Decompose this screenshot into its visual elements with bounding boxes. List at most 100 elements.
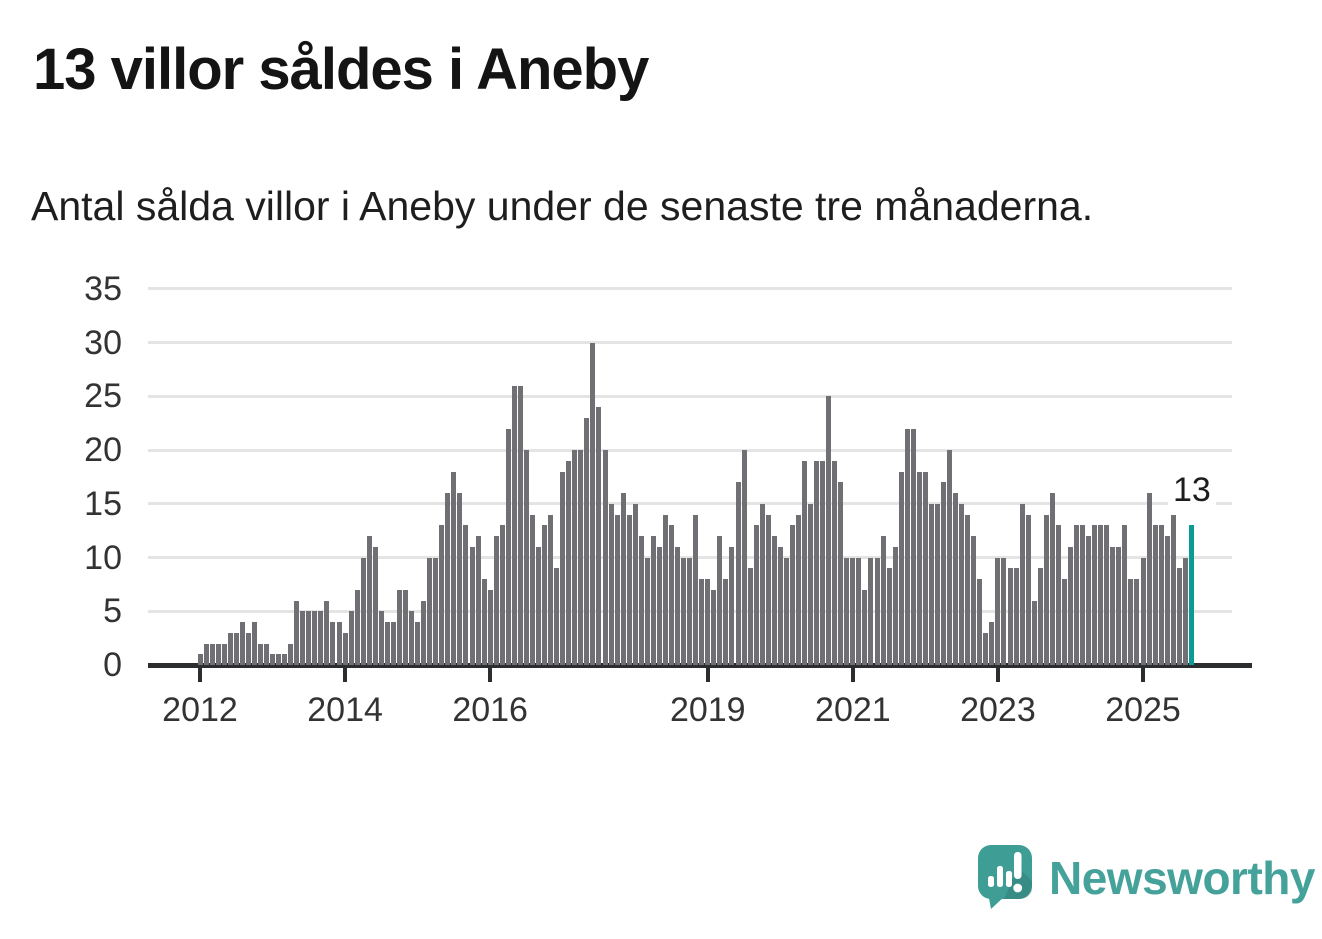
bar xyxy=(771,536,777,665)
bar xyxy=(203,643,209,665)
bar xyxy=(802,460,807,665)
bar xyxy=(971,536,977,665)
x-axis-tick-label: 2012 xyxy=(162,691,238,729)
gridline-y-30 xyxy=(148,341,1232,345)
bar xyxy=(529,514,535,665)
bar xyxy=(542,525,548,665)
y-axis-tick-label: 30 xyxy=(84,323,122,362)
bar xyxy=(711,589,717,665)
bar xyxy=(1074,525,1080,665)
bar xyxy=(1134,579,1140,665)
bar xyxy=(505,428,511,665)
bar xyxy=(1152,525,1158,665)
bar xyxy=(1104,525,1110,665)
bar xyxy=(965,514,971,665)
bar xyxy=(868,557,874,665)
x-axis-tick-label: 2019 xyxy=(669,691,746,729)
bar xyxy=(681,557,687,665)
bar xyxy=(765,514,771,665)
bar xyxy=(1146,493,1152,665)
bar xyxy=(675,546,681,665)
bar xyxy=(433,557,439,665)
bar xyxy=(632,503,638,665)
bar xyxy=(928,503,934,665)
bar xyxy=(747,568,753,665)
bar xyxy=(922,471,928,665)
newsworthy-logo: Newsworthy xyxy=(978,845,1315,911)
bar xyxy=(306,611,312,665)
bar xyxy=(499,525,505,665)
x-axis-tick-label: 2014 xyxy=(307,691,383,729)
bar xyxy=(517,385,523,665)
bar xyxy=(977,579,983,665)
bar xyxy=(814,460,820,665)
bar xyxy=(511,385,517,665)
bar xyxy=(463,525,469,665)
bar xyxy=(403,589,409,665)
bar xyxy=(1043,514,1049,665)
gridline-y-20 xyxy=(148,448,1232,452)
y-axis-tick-label: 15 xyxy=(84,484,122,523)
bar xyxy=(239,622,245,665)
bar xyxy=(741,450,747,665)
bar xyxy=(257,643,263,665)
bar xyxy=(1182,557,1188,665)
bar xyxy=(215,643,221,665)
bar xyxy=(554,568,560,665)
bar xyxy=(1140,557,1146,665)
bar xyxy=(892,546,898,665)
bar xyxy=(705,579,711,665)
x-axis-tick xyxy=(343,667,348,682)
bar xyxy=(1122,525,1128,665)
bar xyxy=(1110,546,1116,665)
x-axis-tick xyxy=(705,667,710,682)
bar xyxy=(270,654,276,665)
y-axis-tick-label: 5 xyxy=(103,592,122,631)
bar xyxy=(1176,568,1182,665)
bar xyxy=(874,557,880,665)
x-axis-tick xyxy=(488,667,493,682)
y-axis-tick-label: 35 xyxy=(84,269,122,308)
bar xyxy=(197,654,203,665)
bar xyxy=(457,493,463,665)
bar xyxy=(409,611,415,665)
bar xyxy=(390,622,396,665)
bar xyxy=(578,450,584,665)
bar xyxy=(959,503,965,665)
bar xyxy=(947,450,953,665)
bar xyxy=(221,643,227,665)
bar xyxy=(687,557,693,665)
bar xyxy=(717,536,723,665)
bar xyxy=(318,611,324,665)
bar xyxy=(1158,525,1164,665)
bar xyxy=(662,514,668,665)
bar xyxy=(348,611,354,665)
bar xyxy=(523,450,529,665)
bar xyxy=(808,503,814,665)
bar xyxy=(233,632,239,665)
bar xyxy=(862,589,868,665)
bar xyxy=(880,536,886,665)
bar xyxy=(1067,546,1073,665)
bar xyxy=(427,557,433,665)
bar xyxy=(548,514,554,665)
bar xyxy=(227,632,233,665)
bar xyxy=(638,536,644,665)
y-axis-tick-label: 0 xyxy=(103,646,122,684)
x-axis-tick xyxy=(1141,667,1146,682)
bar xyxy=(650,536,656,665)
bar xyxy=(487,589,493,665)
bar xyxy=(396,589,402,665)
bar xyxy=(1019,503,1025,665)
bar xyxy=(384,622,390,665)
x-axis-tick-label: 2016 xyxy=(452,691,528,729)
bar xyxy=(276,654,282,665)
bar xyxy=(1007,568,1013,665)
x-axis-tick xyxy=(850,667,855,682)
bar xyxy=(1049,493,1055,665)
bar xyxy=(832,460,838,665)
chart-subtitle: Antal sålda villor i Aneby under de sena… xyxy=(31,183,1094,229)
bar xyxy=(1080,525,1086,665)
bar xyxy=(415,622,421,665)
bar xyxy=(729,546,735,665)
